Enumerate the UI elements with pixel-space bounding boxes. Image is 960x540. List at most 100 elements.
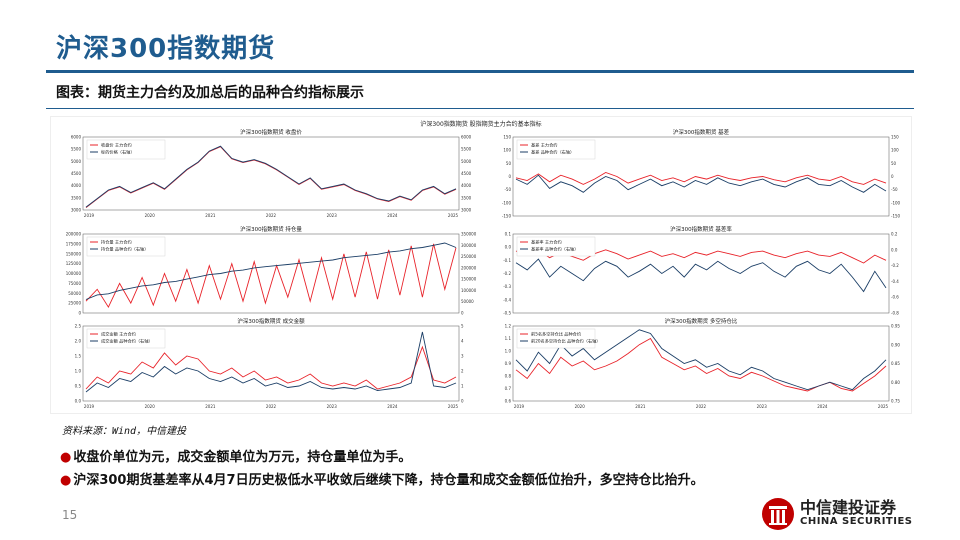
x-tick-label: 2025 [878,404,889,409]
legend-label: 持仓量 品种合约（右轴） [101,246,148,253]
y-tick-label-left: 6000 [71,135,82,140]
y-tick-label-right: 350000 [461,232,477,237]
y-tick-label-right: 100000 [461,288,477,293]
plot-frame [82,325,460,402]
y-tick-label-right: 250000 [461,254,477,259]
series-line [85,243,457,309]
bullet-2: ● 沪深300期货基差率从4月7日历史极低水平收敛后继续下降，持仓量和成交金额低位… [60,469,704,488]
y-tick-label-left: 4000 [71,183,82,188]
source-note: 资料来源：Wind，中信建投 [62,426,187,437]
y-tick-label-right: -150 [891,214,901,219]
y-tick-label-right: 3000 [461,208,472,213]
x-tick-label: 2023 [757,404,768,409]
x-tick-label: 2021 [635,404,646,409]
y-tick-label-left: 1.1 [505,336,512,341]
y-tick-label-left: 50 [506,161,512,166]
chart-turnover: 沪深300指数期货 成交金额 0.0 0.5 1.0 1.5 2.0 2.5 0 1 2 3 4 5 20… [75,317,464,409]
logo-text-cn: 中信建投证券 [800,498,897,517]
x-tick-label: 2023 [327,213,338,218]
series-line [515,249,887,264]
legend-box [516,328,596,349]
y-tick-label-right: 0 [461,399,464,404]
x-tick-label: 2024 [387,404,398,409]
y-tick-label-right: 2 [461,369,464,374]
y-tick-label-left: 3500 [71,195,82,200]
series-line [85,242,457,300]
panel-title: 沪深300指数期货 基差率 [670,225,732,233]
legend-box [516,236,596,257]
x-tick-label: 2020 [145,213,156,218]
series-line [85,145,457,208]
y-tick-label-left: 200000 [66,232,82,237]
y-tick-label-left: 0.5 [75,384,82,389]
y-tick-label-right: 5 [461,324,464,329]
y-tick-label-right: -100 [891,200,901,205]
y-tick-label-right: 50000 [461,299,474,304]
legend-label: 基差率 主力合约 [531,239,562,246]
y-tick-label-right: 150000 [461,277,477,282]
y-tick-label-left: -100 [502,200,512,205]
panel-title: 沪深300指数期货 基差 [673,128,730,136]
y-tick-label-left: 0.0 [505,245,512,250]
y-tick-label-right: -0.6 [891,295,899,300]
panel-title: 沪深300指数期货 多空持仓比 [665,317,738,325]
y-tick-label-left: 0.0 [75,399,82,404]
y-tick-label-left: 1.0 [505,349,512,354]
legend-label: 成交金额 主力合约 [101,331,136,338]
series-line [85,331,457,393]
y-tick-label-right: 4 [461,339,464,344]
y-tick-label-right: 5000 [461,159,472,164]
y-tick-label-right: 150 [891,135,899,140]
y-tick-label-right: 0.75 [891,399,900,404]
legend-label: 收盘价 主力合约 [101,142,132,149]
y-tick-label-right: 0.80 [891,380,900,385]
legend-label: 持仓量 主力合约 [101,239,132,246]
plot-frame [82,233,460,314]
chart-basis: 沪深300指数期货 基差 -150 -100 -50 0 50 100 150 -150 -100… [502,128,901,219]
y-tick-label-right: -0.8 [891,311,899,316]
x-tick-label: 2019 [84,213,95,218]
y-tick-label-left: 175000 [66,241,82,246]
y-tick-label-left: 0 [78,311,81,316]
legend-label: 基差率 品种合约（右轴） [531,246,578,253]
figure-container: 沪深300指数期货 股指期货主力合约基本指标 沪深300指数期货 收盘价 3000… [50,116,912,414]
y-tick-label-left: -0.1 [503,258,511,263]
y-tick-label-right: -0.4 [891,279,899,284]
x-tick-label: 2021 [205,213,216,218]
y-tick-label-right: 3500 [461,195,472,200]
legend-label: 前5名多空持仓比 品种合约 [531,331,581,338]
y-tick-label-right: -50 [891,187,898,192]
y-tick-label-right: -0.2 [891,263,899,268]
y-tick-label-left: 1.2 [505,324,512,329]
y-tick-label-left: 0.7 [505,386,512,391]
y-tick-label-left: -50 [504,187,511,192]
y-tick-label-left: 0.8 [505,374,512,379]
chart-basis-rate: 沪深300指数期货 基差率 -0.5 -0.4 -0.3 -0.2 -0.1 0.0 0.1 -… [503,225,899,316]
x-tick-label: 2025 [448,213,459,218]
y-tick-label-left: 100 [503,148,511,153]
y-tick-label-right: 0 [461,311,464,316]
y-tick-label-left: -0.3 [503,284,511,289]
chart-long-short-ratio: 沪深300指数期货 多空持仓比 0.6 0.7 0.8 0.9 1.0 1.1 1.2 0.75… [505,317,901,409]
legend-label: 标的价格（右轴） [101,149,135,156]
title-rule [46,70,914,73]
y-tick-label-left: 0.1 [505,232,512,237]
x-tick-label: 2022 [266,404,277,409]
y-tick-label-left: 25000 [68,301,81,306]
x-tick-label: 2024 [387,213,398,218]
legend-label: 前20名多空持仓比 品种合约（右轴） [531,338,600,345]
legend-label: 成交金额 品种合约（右轴） [101,338,153,345]
x-tick-label: 2023 [327,404,338,409]
y-tick-label-left: 150 [503,135,511,140]
y-tick-label-right: 0.95 [891,324,900,329]
y-tick-label-right: 100 [891,148,899,153]
page-title: 沪深300指数期货 [56,34,276,64]
legend-box [86,236,166,257]
bullet-text: 收盘价单位为元，成交金额单位为万元，持仓量单位为手。 [73,450,412,465]
company-logo: 中信建投证券 CHINA SECURITIES [760,494,920,534]
series-line [85,345,457,390]
y-tick-label-right: 5500 [461,147,472,152]
y-tick-label-left: 50000 [68,291,81,296]
y-tick-label-left: 125000 [66,261,82,266]
legend-box [86,328,166,349]
